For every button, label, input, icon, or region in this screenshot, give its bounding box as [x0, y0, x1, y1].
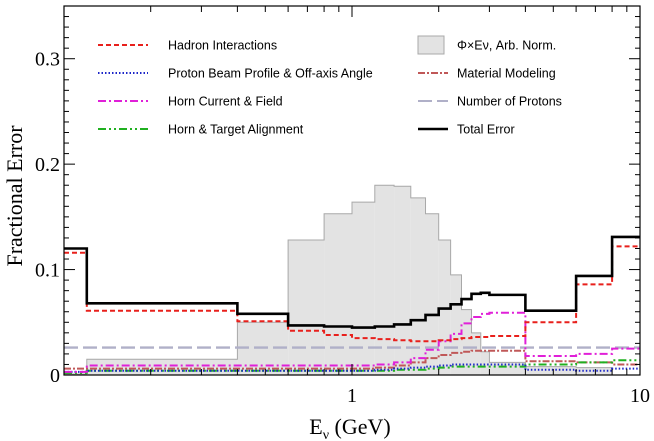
legend-label-flux: Φ×Eν, Arb. Norm. — [457, 39, 556, 53]
legend: Hadron Interactions Proton Beam Profile &… — [98, 35, 562, 137]
flux-bin — [450, 274, 462, 375]
flux-bin — [410, 197, 426, 375]
legend-label-material-modeling: Material Modeling — [457, 67, 556, 81]
x-axis-title-unit: (GeV) — [329, 414, 391, 439]
flux-bin — [324, 213, 352, 375]
flux-bin — [471, 332, 481, 375]
series-horn-target-alignment — [64, 359, 640, 374]
x-axis-title: Eν (GeV) — [309, 414, 391, 441]
y-tick-label: 0.2 — [35, 154, 60, 176]
x-axis-title-sub: ν — [323, 428, 329, 441]
flux-bin — [461, 309, 472, 375]
legend-label-total-error: Total Error — [457, 123, 515, 137]
flux-outline — [64, 184, 640, 376]
series-total-error — [64, 235, 640, 329]
flux-bin — [480, 351, 490, 375]
legend-label-horn-current-field: Horn Current & Field — [168, 95, 283, 109]
flux-bin — [489, 362, 526, 375]
legend-label-horn-target-alignment: Horn & Target Alignment — [168, 123, 304, 137]
axes — [63, 5, 641, 376]
y-axis-title: Fractional Error — [2, 125, 27, 267]
y-tick-label: 0.1 — [35, 260, 60, 282]
legend-label-hadron-interactions: Hadron Interactions — [168, 39, 277, 53]
flux-bin — [288, 240, 325, 375]
legend-label-number-of-protons: Number of Protons — [457, 95, 562, 109]
series-material-modeling — [64, 349, 640, 370]
flux-bin — [352, 202, 375, 375]
flux-bin — [525, 366, 577, 375]
y-tick-label: 0 — [50, 365, 60, 387]
flux-bin — [425, 213, 439, 375]
legend-swatch-flux — [417, 35, 445, 55]
flux-bin — [394, 186, 411, 375]
flux-histogram — [64, 184, 640, 376]
x-tick-label: 1 — [347, 385, 357, 407]
flux-bin — [86, 359, 151, 375]
flux-bin — [150, 359, 238, 375]
y-tick-label: 0.3 — [35, 49, 60, 71]
legend-label-proton-beam-profile-off-axis-angle: Proton Beam Profile & Off-axis Angle — [168, 67, 373, 81]
x-axis-title-main: E — [309, 414, 322, 439]
tick-labels: 0 0.1 0.2 0.3 1 10 — [35, 49, 650, 407]
x-tick-label: 10 — [630, 385, 650, 407]
